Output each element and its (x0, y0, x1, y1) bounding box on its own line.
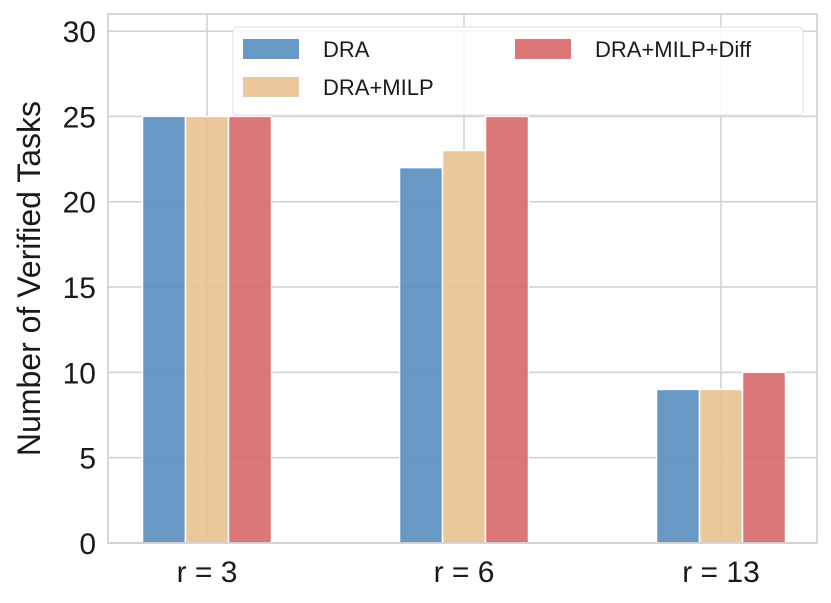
x-tick-label: r = 13 (682, 556, 760, 589)
legend-swatch (515, 39, 571, 59)
bar-dra-milp-diff-2 (484, 115, 530, 544)
x-tick-label: r = 6 (434, 556, 495, 589)
legend-label: DRA (323, 37, 370, 62)
legend-label: DRA+MILP (323, 75, 434, 100)
y-axis-label: Number of Verified Tasks (11, 101, 47, 456)
bar-dra-milp-1 (184, 115, 230, 544)
legend-label: DRA+MILP+Diff (595, 37, 752, 62)
legend-swatch (243, 39, 299, 59)
x-tick-label: r = 3 (177, 556, 238, 589)
legend-swatch (243, 77, 299, 97)
y-tick-label: 5 (79, 443, 96, 476)
bar-dra-milp-diff-3 (741, 371, 787, 544)
legend: DRA DRA+MILP DRA+MILP+Diff (232, 26, 804, 116)
x-tick-labels: r = 3 r = 6 r = 13 (177, 556, 760, 589)
bar-dra-2 (398, 166, 444, 544)
y-tick-label: 25 (63, 101, 96, 134)
plot-frame (107, 13, 818, 544)
bars (141, 115, 787, 544)
y-tick-label: 10 (63, 357, 96, 390)
bar-dra-milp-3 (698, 388, 744, 544)
y-tick-labels: 0 5 10 15 20 25 30 (63, 16, 96, 561)
y-tick-label: 20 (63, 187, 96, 220)
y-tick-label: 15 (63, 272, 96, 305)
y-tick-label: 30 (63, 16, 96, 49)
legend-box (232, 26, 804, 116)
y-tick-label: 0 (79, 528, 96, 561)
bar-dra-1 (141, 115, 187, 544)
bar-dra-3 (655, 388, 701, 544)
bar-dra-milp-diff-1 (227, 115, 273, 544)
bar-dra-milp-2 (441, 149, 487, 544)
